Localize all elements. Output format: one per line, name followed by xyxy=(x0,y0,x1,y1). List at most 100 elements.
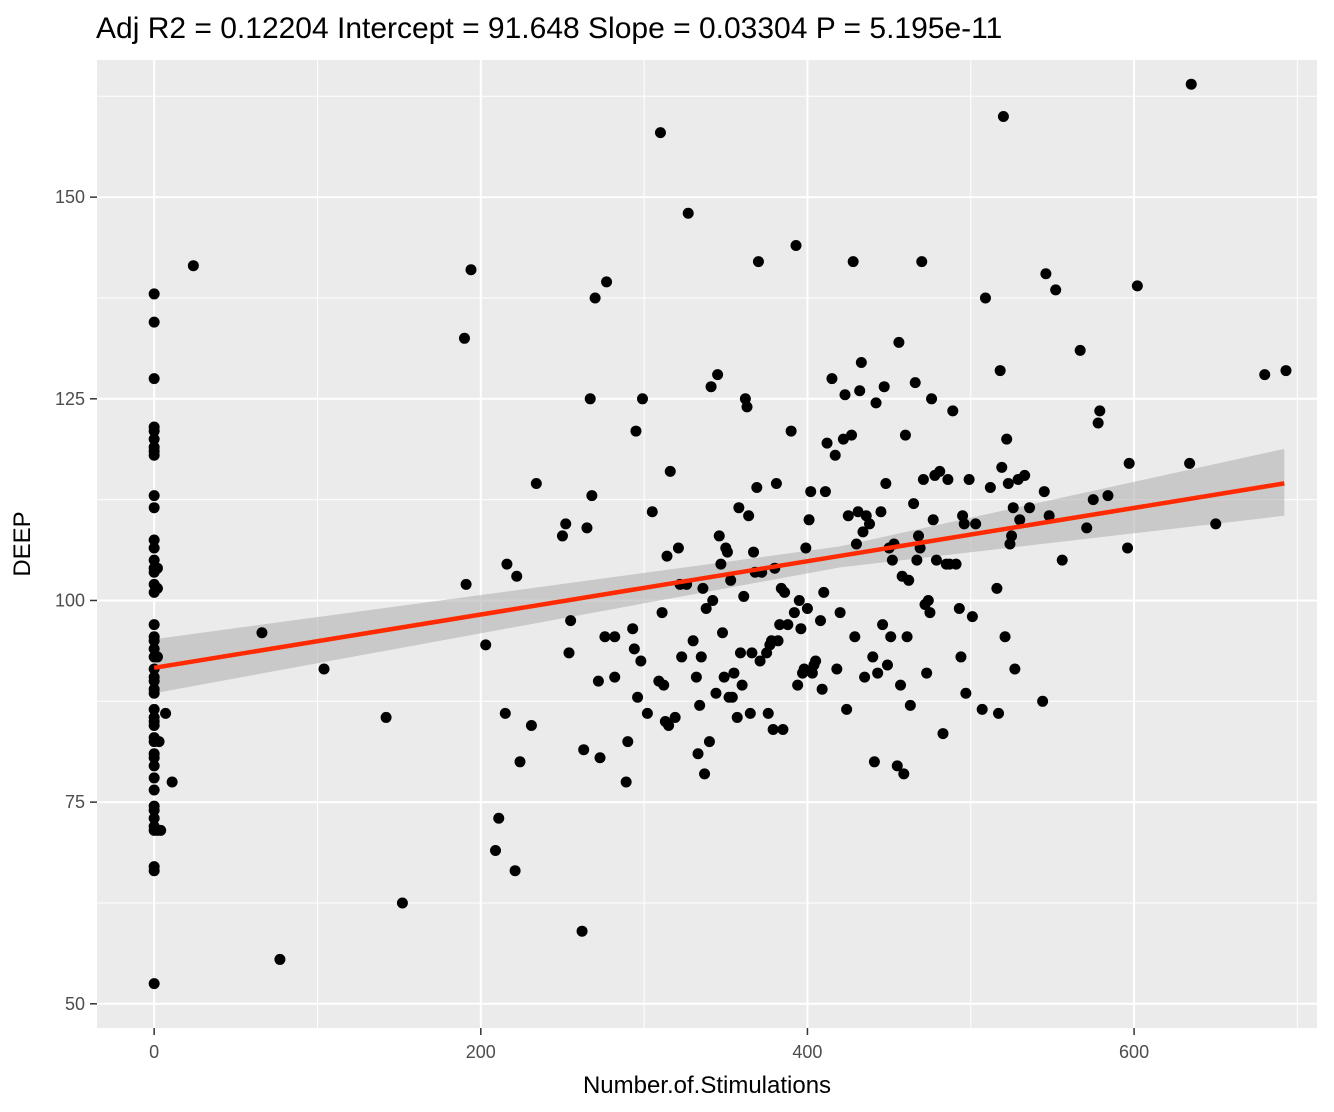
data-point xyxy=(682,207,694,219)
data-point xyxy=(1184,457,1196,469)
data-point xyxy=(752,256,764,268)
data-point xyxy=(703,736,715,748)
data-point xyxy=(815,615,827,627)
data-point xyxy=(622,736,634,748)
data-point xyxy=(846,429,858,441)
data-point xyxy=(891,760,903,772)
data-point xyxy=(754,655,766,667)
data-point xyxy=(831,663,843,675)
data-point xyxy=(839,389,851,401)
data-point xyxy=(924,607,936,619)
data-point xyxy=(798,663,810,675)
data-point xyxy=(966,611,978,623)
plot-panel xyxy=(97,60,1317,1028)
data-point xyxy=(731,711,743,723)
data-point xyxy=(148,760,160,772)
data-point xyxy=(695,651,707,663)
data-point xyxy=(733,502,745,514)
data-point xyxy=(834,607,846,619)
data-point xyxy=(921,667,933,679)
data-point xyxy=(148,288,160,300)
data-point xyxy=(592,675,604,687)
data-point xyxy=(1024,502,1036,514)
data-point xyxy=(1001,433,1013,445)
data-point xyxy=(864,518,876,530)
data-point xyxy=(700,603,712,615)
data-point xyxy=(581,522,593,534)
data-point xyxy=(877,619,889,631)
data-point xyxy=(958,518,970,530)
data-point xyxy=(627,623,639,635)
data-point xyxy=(855,357,867,368)
data-point xyxy=(499,707,511,719)
data-point xyxy=(563,647,575,659)
data-point xyxy=(955,651,967,663)
data-point xyxy=(821,437,833,449)
data-point xyxy=(1122,542,1134,554)
data-point xyxy=(715,558,727,570)
data-point xyxy=(148,861,160,873)
data-point xyxy=(586,490,598,502)
data-point xyxy=(996,461,1008,473)
data-point xyxy=(762,707,774,719)
data-point xyxy=(148,534,160,546)
data-point xyxy=(880,478,892,489)
data-point xyxy=(601,276,613,288)
data-point xyxy=(594,752,606,764)
data-point xyxy=(584,393,596,405)
x-tick-label: 400 xyxy=(792,1042,822,1062)
data-point xyxy=(458,332,470,344)
data-point xyxy=(795,623,807,635)
x-axis-title: Number.of.Stimulations xyxy=(583,1072,831,1099)
data-point xyxy=(1094,405,1106,417)
data-point xyxy=(148,784,160,796)
x-tick-label: 200 xyxy=(466,1042,496,1062)
data-point xyxy=(672,542,684,554)
data-point xyxy=(916,256,928,268)
data-point xyxy=(712,369,724,381)
data-point xyxy=(654,127,666,139)
data-point xyxy=(788,607,800,619)
data-point xyxy=(705,381,717,393)
data-point xyxy=(1002,478,1014,489)
data-point xyxy=(721,546,733,558)
data-point xyxy=(1210,518,1222,530)
data-point xyxy=(790,240,802,252)
data-point xyxy=(676,651,688,663)
data-point xyxy=(669,711,681,723)
data-point xyxy=(148,619,160,631)
data-point xyxy=(1009,663,1021,675)
data-point xyxy=(881,659,893,671)
data-point xyxy=(1006,530,1018,542)
data-point xyxy=(151,562,163,574)
data-point xyxy=(148,441,160,453)
data-point xyxy=(641,707,653,719)
points-layer xyxy=(148,78,1292,990)
data-point xyxy=(465,264,477,276)
data-point xyxy=(751,482,763,494)
data-point xyxy=(148,671,160,683)
data-point xyxy=(620,776,632,788)
data-point xyxy=(480,639,492,651)
data-point xyxy=(785,425,797,437)
data-point xyxy=(318,663,330,675)
data-point xyxy=(976,703,988,715)
data-point xyxy=(530,478,542,489)
data-point xyxy=(160,707,172,719)
data-point xyxy=(658,679,670,691)
data-point xyxy=(396,897,408,909)
data-point xyxy=(1280,365,1292,377)
data-point xyxy=(692,748,704,760)
data-point xyxy=(792,679,804,691)
regression-line xyxy=(153,481,1285,671)
data-point xyxy=(909,377,921,389)
data-point xyxy=(609,631,621,643)
data-point xyxy=(872,667,884,679)
data-point xyxy=(770,478,782,489)
data-point xyxy=(710,687,722,699)
y-tick-label: 150 xyxy=(55,187,85,207)
chart-title: Adj R2 = 0.12204 Intercept = 91.648 Slop… xyxy=(96,12,1002,45)
data-point xyxy=(854,385,866,397)
data-point xyxy=(819,486,831,498)
